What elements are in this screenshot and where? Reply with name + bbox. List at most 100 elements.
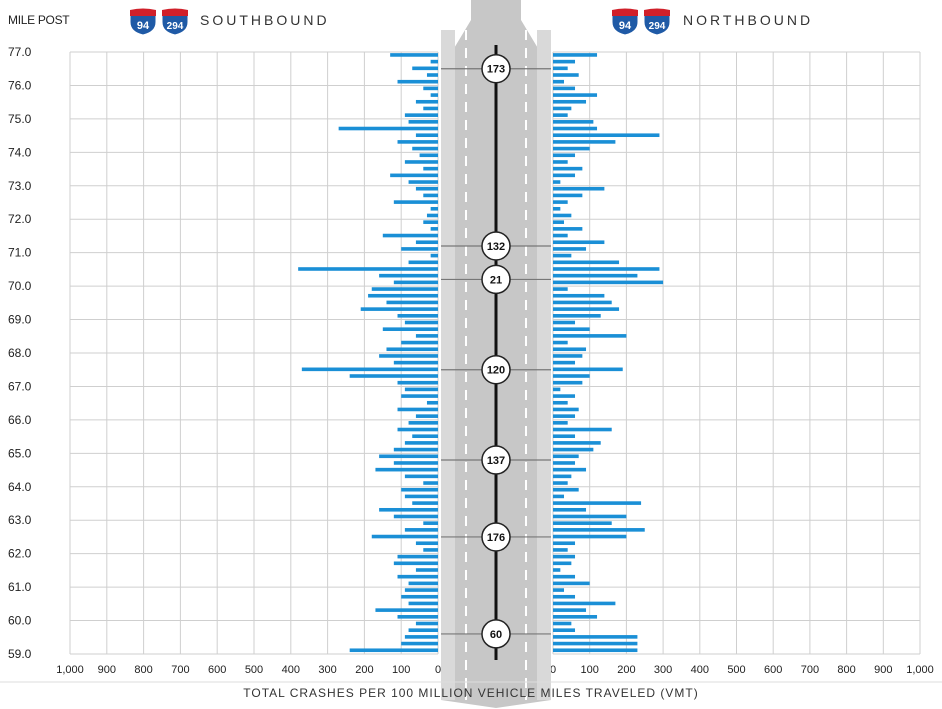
southbound-bar <box>393 200 438 204</box>
northbound-bar <box>553 548 568 552</box>
southbound-bar <box>375 608 438 612</box>
southbound-bar <box>423 548 438 552</box>
y-tick-label: 69.0 <box>8 313 32 327</box>
southbound-bar <box>379 507 438 512</box>
northbound-bar <box>553 340 568 345</box>
northbound-bar <box>553 193 583 198</box>
route-marker-circle <box>481 619 511 649</box>
northbound-bar <box>553 534 627 539</box>
northbound-bar <box>553 153 576 158</box>
northbound-bar <box>553 120 594 124</box>
northbound-bar <box>553 240 605 245</box>
x-tick-label-right: 600 <box>764 664 782 676</box>
northbound-bar <box>553 507 587 512</box>
y-tick-label: 77.0 <box>8 45 32 59</box>
southbound-bar <box>390 53 438 57</box>
southbound-bar <box>386 300 438 305</box>
x-tick-label-left: 800 <box>134 664 152 676</box>
northbound-bar <box>553 247 587 251</box>
southbound-bar <box>393 360 438 365</box>
northbound-bar <box>553 394 576 398</box>
y-tick-label: 61.0 <box>8 580 32 594</box>
southbound-bar <box>423 220 438 224</box>
x-tick-label-right: 1,000 <box>906 664 934 676</box>
southbound-bar <box>349 648 438 653</box>
southbound-bar <box>393 280 438 285</box>
northbound-bar <box>553 113 568 117</box>
x-tick-label-left: 0 <box>435 664 441 676</box>
route-marker-label: 132 <box>487 241 505 253</box>
x-tick-label-left: 1,000 <box>56 664 84 676</box>
northbound-bar <box>553 528 645 532</box>
southbound-bar <box>375 467 438 472</box>
northbound-bar <box>553 160 568 164</box>
southbound-bar <box>408 628 438 632</box>
northbound-bar <box>553 554 576 559</box>
northbound-bar <box>553 213 572 218</box>
southbound-bar <box>408 260 438 265</box>
southbound-bar <box>390 173 438 178</box>
northbound-bar <box>553 327 590 331</box>
southbound-bar <box>301 367 438 372</box>
northbound-bar <box>553 133 660 138</box>
southbound-bar <box>430 93 438 97</box>
x-tick-label-left: 400 <box>282 664 300 676</box>
road-shoulder-right <box>537 30 551 700</box>
shield-294-text: 294 <box>167 21 184 32</box>
southbound-bar <box>426 400 438 405</box>
interstate-294-shield-southbound: 294 <box>161 8 189 36</box>
southbound-bar <box>393 461 438 465</box>
southbound-bar <box>404 494 438 499</box>
y-tick-label: 60.0 <box>8 614 32 628</box>
southbound-bar <box>426 213 438 218</box>
y-tick-label: 66.0 <box>8 413 32 427</box>
southbound-bar <box>393 447 438 452</box>
southbound-bar <box>401 594 438 599</box>
southbound-bar <box>397 314 438 318</box>
southbound-bar <box>404 387 438 392</box>
y-tick-label: 63.0 <box>8 513 32 527</box>
northbound-bar <box>553 106 572 111</box>
northbound-bar <box>553 360 576 365</box>
southbound-bar <box>382 233 438 238</box>
northbound-bar <box>553 615 598 619</box>
northbound-bar <box>553 628 576 632</box>
southbound-bar <box>397 79 438 84</box>
southbound-label: SOUTHBOUND <box>200 12 330 28</box>
y-tick-label: 64.0 <box>8 480 32 494</box>
southbound-bar <box>423 106 438 111</box>
route-marker-circle <box>481 354 511 385</box>
x-tick-label-left: 300 <box>318 664 336 676</box>
y-tick-label: 74.0 <box>8 145 32 159</box>
southbound-bar <box>371 287 438 291</box>
northbound-bar <box>553 387 561 392</box>
route-marker-circle <box>481 231 511 261</box>
southbound-bar <box>423 521 438 525</box>
southbound-bar <box>415 240 438 245</box>
northbound-bar <box>553 621 572 626</box>
southbound-bar <box>423 86 438 91</box>
interstate-94-shield-southbound: 94 <box>129 8 157 36</box>
northbound-bar <box>553 367 623 372</box>
northbound-bar <box>553 59 576 64</box>
northbound-bar <box>553 474 572 479</box>
x-tick-label-right: 300 <box>654 664 672 676</box>
southbound-bar <box>298 267 438 271</box>
southbound-bar <box>338 126 438 131</box>
northbound-bar <box>553 594 576 599</box>
northbound-bar <box>553 334 627 338</box>
northbound-bar <box>553 561 572 566</box>
northbound-bar <box>553 173 576 178</box>
y-tick-label: 72.0 <box>8 212 32 226</box>
x-tick-label-right: 400 <box>691 664 709 676</box>
southbound-bar <box>408 120 438 124</box>
southbound-bar <box>408 421 438 425</box>
northbound-bar <box>553 347 587 352</box>
northbound-bar <box>553 140 616 144</box>
northbound-bar <box>553 374 590 378</box>
southbound-bar <box>360 307 438 311</box>
y-tick-label: 62.0 <box>8 547 32 561</box>
x-tick-label-left: 100 <box>392 664 410 676</box>
southbound-bar <box>393 514 438 519</box>
